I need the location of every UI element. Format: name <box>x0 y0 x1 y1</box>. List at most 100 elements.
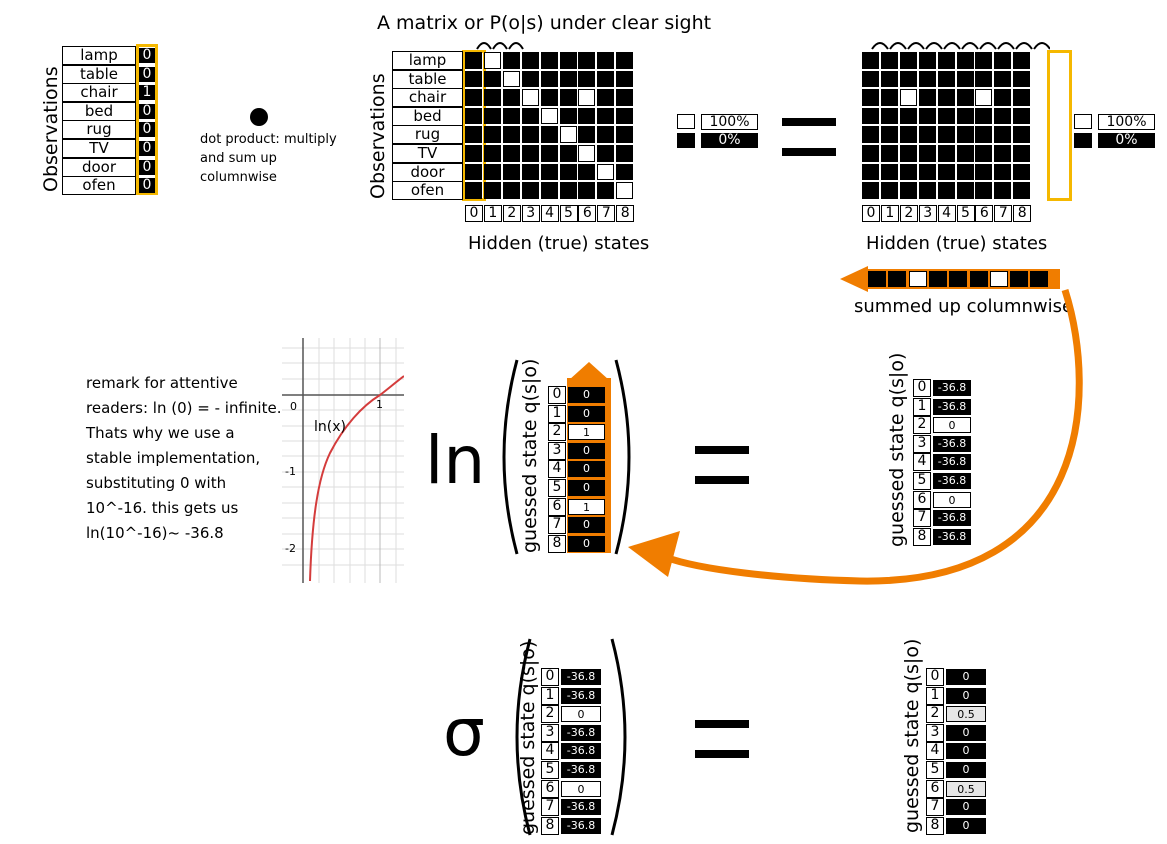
matrix-cell <box>597 145 615 162</box>
result-cell <box>1013 163 1031 181</box>
matrix-cell <box>483 89 501 106</box>
x-tick-1: 1 <box>376 398 383 411</box>
matrix-cell <box>540 107 558 125</box>
matrix-cell <box>502 70 520 88</box>
result-cell <box>862 52 879 69</box>
result-cell <box>956 145 974 162</box>
state-index: 2 <box>926 705 944 724</box>
state-index: 4 <box>926 742 944 761</box>
matrix-cell <box>540 52 558 69</box>
obs-value: 0 <box>139 141 155 156</box>
state-index: 3 <box>913 434 931 453</box>
obs-value: 1 <box>139 85 155 101</box>
summed-cell <box>969 271 988 287</box>
summed-cell <box>989 271 1008 287</box>
matrix-cell <box>465 182 482 199</box>
ln-value: -36.8 <box>933 510 971 527</box>
matrix-cell <box>559 107 577 125</box>
result-cell <box>994 70 1012 88</box>
matrix-cell <box>521 145 539 162</box>
matrix-cell <box>616 163 634 181</box>
row-label: bed <box>392 106 463 126</box>
summed-cell <box>928 271 947 287</box>
result-cell <box>975 89 993 106</box>
column-arrows-icon <box>476 42 524 50</box>
state-index: 0 <box>926 668 944 686</box>
row-label: lamp <box>392 51 463 70</box>
result-cell <box>994 182 1012 199</box>
matrix-cell <box>540 70 558 88</box>
result-cell <box>975 145 993 162</box>
state-index: 7 <box>597 204 616 222</box>
guessed-state-label-right: guessed state q(s|o) <box>886 352 908 547</box>
state-index: 1 <box>541 686 559 705</box>
result-cell <box>1013 107 1031 125</box>
matrix-cell <box>540 163 558 181</box>
state-index: 8 <box>541 816 559 835</box>
obs-value: 0 <box>139 103 155 119</box>
result-cell <box>899 107 917 125</box>
state-index: 1 <box>913 397 931 416</box>
matrix-cell <box>465 52 482 69</box>
result-cell <box>918 163 936 181</box>
matrix-column-highlight <box>462 50 486 201</box>
result-cell <box>899 70 917 88</box>
guessed-state-label-result: guessed state q(s|o) <box>901 638 923 833</box>
state-index: 1 <box>548 404 566 423</box>
matrix-cell <box>483 145 501 162</box>
result-cell <box>937 89 955 106</box>
matrix-cell <box>559 126 577 143</box>
matrix-cell <box>465 126 482 143</box>
state-index: 8 <box>926 816 944 835</box>
result-cell <box>862 70 879 88</box>
result-cell <box>994 52 1012 69</box>
ln-value: 0 <box>561 706 601 723</box>
matrix-cell <box>540 145 558 162</box>
observation-label: lamp <box>62 46 136 65</box>
softmax-value: 0 <box>946 817 986 834</box>
observation-label: door <box>62 157 136 177</box>
state-index: 6 <box>926 779 944 798</box>
result-cell <box>880 70 898 88</box>
softmax-value: 0 <box>946 687 986 704</box>
count-value: 1 <box>568 424 605 441</box>
state-index: 3 <box>926 723 944 742</box>
matrix-cell <box>521 70 539 88</box>
state-index: 0 <box>465 204 483 222</box>
ln-value: -36.8 <box>933 473 971 489</box>
ln-value: 0 <box>933 491 971 508</box>
matrix-title: A matrix or P(o|s) under clear sight <box>377 12 712 34</box>
result-cell <box>956 163 974 181</box>
state-index: 5 <box>956 204 975 222</box>
matrix-cell <box>540 126 558 143</box>
obs-highlight <box>136 44 158 195</box>
legend-white-swatch <box>1074 114 1092 129</box>
matrix-cell <box>521 89 539 106</box>
matrix-cell <box>540 182 558 199</box>
result-cell <box>880 52 898 69</box>
state-index: 2 <box>548 423 566 442</box>
matrix-cell <box>578 145 596 162</box>
summed-cell <box>1010 271 1029 287</box>
result-column-highlight <box>1047 50 1072 201</box>
matrix-cell <box>597 52 615 69</box>
column-arrows-icon <box>871 42 1050 50</box>
state-index: 3 <box>918 204 937 222</box>
matrix-cell <box>502 145 520 162</box>
y-tick-minus1: -1 <box>285 465 296 478</box>
state-index: 7 <box>913 509 931 528</box>
result-cell <box>994 145 1012 162</box>
matrix-cell <box>616 145 634 162</box>
observation-label: rug <box>62 120 136 140</box>
matrix-cell <box>597 89 615 106</box>
state-index: 6 <box>975 204 994 222</box>
state-index: 0 <box>541 668 559 686</box>
ln-value: -36.8 <box>561 669 601 685</box>
matrix-cell <box>616 89 634 106</box>
result-cell <box>975 70 993 88</box>
legend-black-label: 0% <box>701 133 758 148</box>
result-cell <box>862 126 879 143</box>
ln-value: -36.8 <box>561 817 601 834</box>
ln-value: -36.8 <box>933 380 971 396</box>
legend-white-swatch <box>677 114 695 129</box>
